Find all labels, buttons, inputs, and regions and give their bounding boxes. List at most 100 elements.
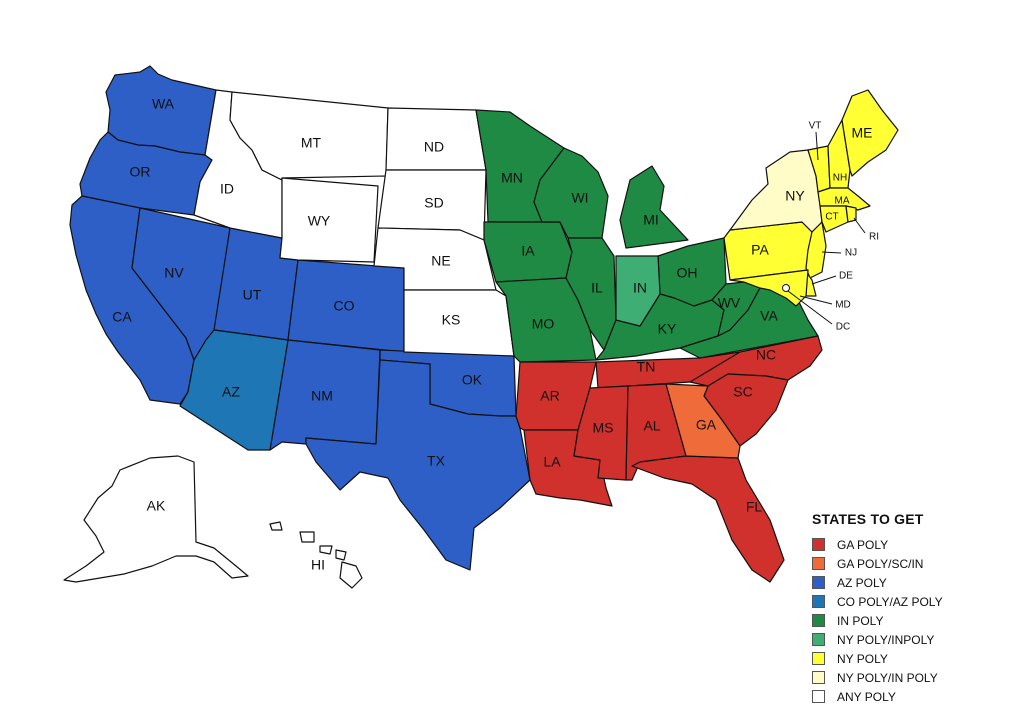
legend-swatch	[812, 595, 825, 608]
legend-item: NY POLY/IN POLY	[812, 668, 1012, 687]
state-me[interactable]	[841, 89, 899, 177]
label-vt: VT	[809, 121, 822, 132]
label-in: IN	[633, 280, 647, 296]
label-mn: MN	[501, 170, 523, 186]
legend-swatch	[812, 633, 825, 646]
callout-dc	[787, 290, 833, 325]
legend-swatch	[812, 690, 825, 703]
label-ks: KS	[442, 312, 461, 328]
legend-item: ANY POLY	[812, 687, 1012, 706]
label-pa: PA	[751, 242, 769, 258]
state-hi-island-3[interactable]	[319, 545, 333, 555]
label-sd: SD	[424, 195, 443, 211]
callout-md	[799, 295, 833, 305]
state-hi-island-2[interactable]	[299, 531, 315, 543]
state-tx[interactable]	[305, 359, 531, 571]
label-ia: IA	[521, 243, 535, 259]
label-nd: ND	[424, 139, 444, 155]
legend: STATES TO GET GA POLY GA POLY/SC/IN AZ POL…	[812, 511, 1012, 706]
legend-item: CO POLY/AZ POLY	[812, 592, 1012, 611]
label-ri: RI	[869, 232, 879, 243]
legend-item: NY POLY	[812, 649, 1012, 668]
label-ut: UT	[243, 287, 262, 303]
legend-swatch	[812, 652, 825, 665]
label-ms: MS	[593, 420, 614, 436]
state-hi-island-4[interactable]	[335, 549, 347, 561]
state-hi-island-5[interactable]	[339, 561, 363, 589]
callout-ri	[853, 217, 866, 234]
label-ct: CT	[825, 212, 838, 223]
label-me: ME	[852, 125, 873, 141]
label-md: MD	[835, 300, 851, 311]
legend-label: IN POLY	[837, 613, 884, 628]
legend-item: AZ POLY	[812, 573, 1012, 592]
label-hi: HI	[311, 557, 325, 573]
state-ny[interactable]	[729, 149, 823, 233]
state-wy[interactable]	[279, 177, 379, 263]
label-ga: GA	[696, 417, 717, 433]
label-mo: MO	[532, 316, 555, 332]
label-fl: FL	[746, 499, 763, 515]
label-ok: OK	[462, 372, 483, 388]
legend-item: GA POLY	[812, 535, 1012, 554]
legend-label: GA POLY	[837, 537, 889, 552]
legend-label: NY POLY/IN POLY	[837, 670, 938, 685]
legend-swatch	[812, 538, 825, 551]
label-co: CO	[334, 298, 355, 314]
label-de: DE	[839, 271, 853, 282]
state-az[interactable]	[179, 329, 289, 451]
label-wv: WV	[718, 295, 741, 311]
state-in[interactable]	[615, 255, 661, 327]
callout-nj	[821, 251, 842, 254]
legend-swatch	[812, 614, 825, 627]
state-mi[interactable]	[619, 165, 689, 249]
label-dc: DC	[836, 322, 850, 333]
label-az: AZ	[222, 384, 240, 400]
label-il: IL	[591, 280, 603, 296]
label-nj: NJ	[845, 248, 857, 259]
label-va: VA	[760, 308, 778, 324]
label-mt: MT	[301, 135, 322, 151]
state-md[interactable]	[729, 269, 809, 307]
label-ne: NE	[431, 253, 450, 269]
label-ak: AK	[147, 498, 166, 514]
label-tn: TN	[637, 359, 656, 375]
label-wa: WA	[152, 96, 175, 112]
state-fl[interactable]	[631, 455, 785, 583]
state-ri[interactable]	[845, 205, 857, 223]
legend-label: NY POLY	[837, 651, 888, 666]
legend-label: ANY POLY	[837, 689, 896, 704]
label-id: ID	[220, 181, 234, 197]
callout-vt	[815, 131, 819, 161]
label-wi: WI	[571, 190, 588, 206]
legend-item: GA POLY/SC/IN	[812, 554, 1012, 573]
legend-items: GA POLY GA POLY/SC/IN AZ POLY CO POLY/AZ PO…	[812, 535, 1012, 706]
label-oh: OH	[677, 265, 698, 281]
label-ar: AR	[540, 388, 559, 404]
state-dc[interactable]	[782, 284, 790, 292]
legend-label: AZ POLY	[837, 575, 887, 590]
state-il[interactable]	[565, 237, 617, 351]
legend-item: NY POLY/INPOLY	[812, 630, 1012, 649]
legend-swatch	[812, 576, 825, 589]
label-nc: NC	[756, 347, 776, 363]
state-hi-island-1[interactable]	[269, 521, 283, 531]
legend-swatch	[812, 557, 825, 570]
state-ga[interactable]	[665, 383, 741, 459]
state-nj[interactable]	[805, 221, 827, 279]
label-sc: SC	[733, 384, 752, 400]
legend-label: CO POLY/AZ POLY	[837, 594, 943, 609]
label-nm: NM	[311, 388, 333, 404]
state-ct[interactable]	[819, 205, 849, 233]
legend-label: NY POLY/INPOLY	[837, 632, 935, 647]
legend-title: STATES TO GET	[812, 511, 924, 527]
state-ak[interactable]	[63, 455, 249, 583]
legend-label: GA POLY/SC/IN	[837, 556, 924, 571]
label-nv: NV	[164, 265, 184, 281]
label-ky: KY	[658, 321, 677, 337]
label-or: OR	[130, 164, 151, 180]
label-la: LA	[543, 454, 561, 470]
label-mi: MI	[643, 212, 659, 228]
label-nh: NH	[833, 173, 847, 184]
